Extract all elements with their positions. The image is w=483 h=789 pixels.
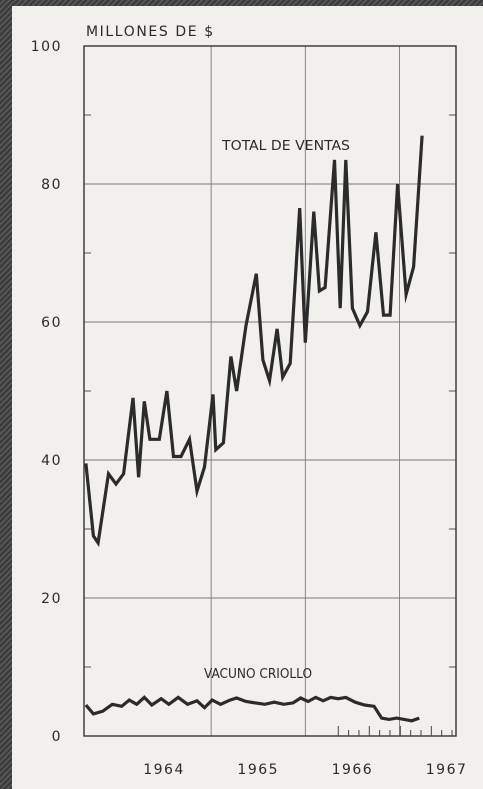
y-tick-label: 80 <box>41 177 62 193</box>
chart-paper <box>12 6 483 789</box>
x-tick-label: 1965 <box>237 762 279 778</box>
plot-border <box>83 45 457 737</box>
x-tick-label: 1967 <box>426 762 468 778</box>
y-tick-label: 60 <box>41 315 62 331</box>
y-tick-label: 100 <box>31 39 62 55</box>
y-tick-label: 20 <box>41 591 62 607</box>
unit-label: MILLONES DE $ <box>86 24 215 40</box>
y-tick-label: 40 <box>41 453 62 469</box>
x-tick-labels: 1964 1965 1966 1967 <box>143 762 468 778</box>
series-line-0 <box>84 135 424 548</box>
series-label-vacuno-criollo: VACUNO CRIOLLO <box>204 667 312 682</box>
grid-lines <box>84 46 456 736</box>
y-tick-label: 0 <box>52 729 62 745</box>
minor-ticks <box>337 726 453 736</box>
series-label-total-de-ventas: TOTAL DE VENTAS <box>221 139 350 154</box>
series-line-1 <box>84 695 420 723</box>
x-tick-label: 1964 <box>143 762 185 778</box>
x-tick-label: 1966 <box>332 762 374 778</box>
y-tick-labels: 0 20 40 60 80 100 <box>31 39 62 745</box>
series-lines <box>84 135 424 723</box>
